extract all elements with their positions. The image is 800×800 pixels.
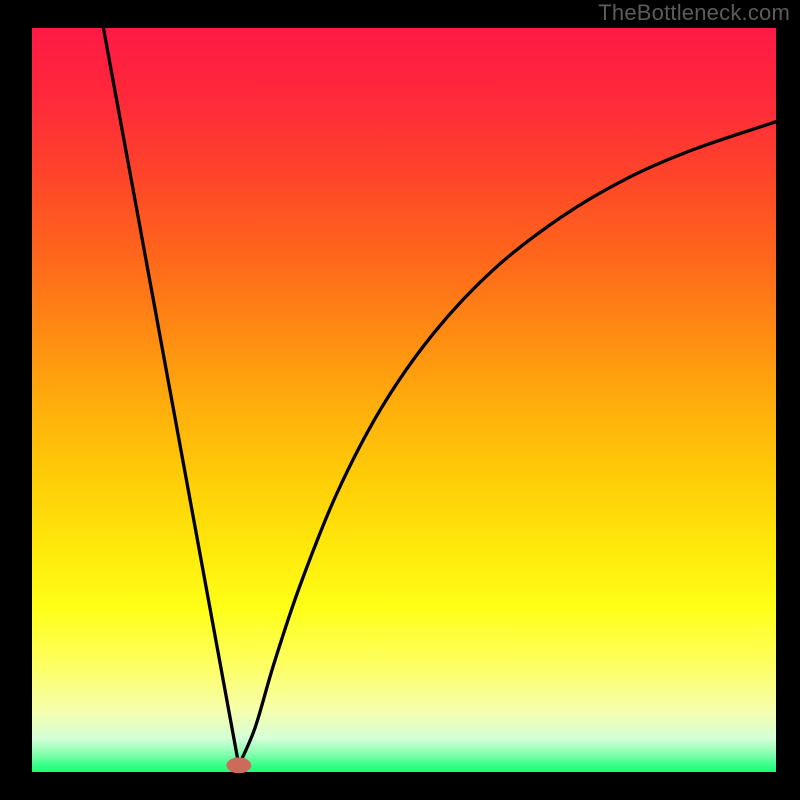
watermark-text: TheBottleneck.com [598, 0, 790, 26]
chart-container: TheBottleneck.com [0, 0, 800, 800]
plot-area-gradient [32, 28, 776, 772]
bottleneck-chart [0, 0, 800, 800]
optimal-point-marker [227, 758, 251, 773]
